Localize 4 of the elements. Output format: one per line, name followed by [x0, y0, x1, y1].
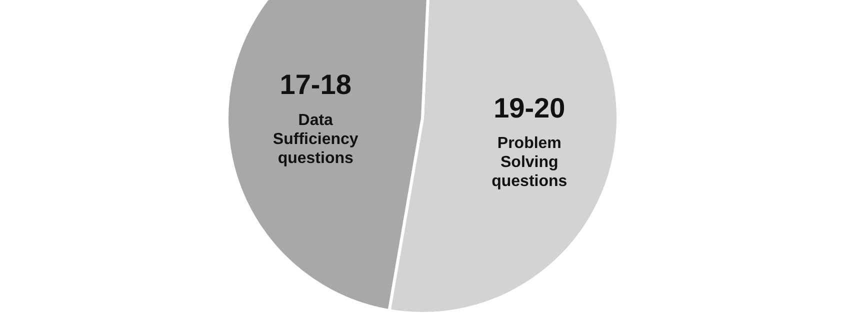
- data-label: 19-20: [494, 92, 566, 124]
- data-label: 17-18: [280, 69, 352, 100]
- slice-label: Problem Solving questions: [492, 135, 568, 190]
- slice-label: Data Sufficiency questions: [272, 112, 358, 167]
